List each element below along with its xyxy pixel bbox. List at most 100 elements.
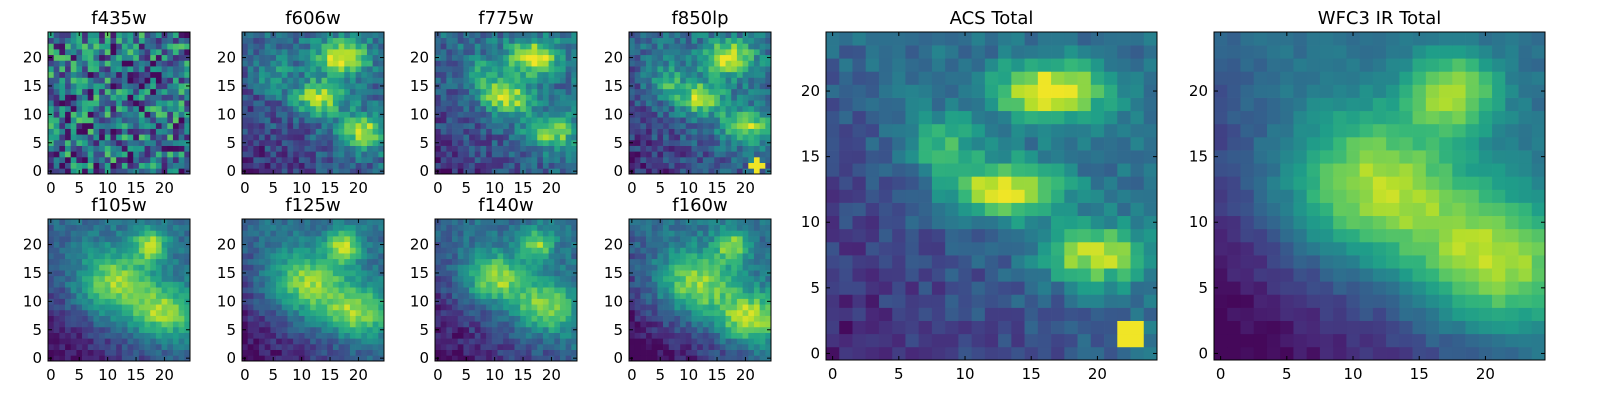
heatmap-cell — [458, 106, 464, 112]
heatmap-cell — [327, 146, 333, 152]
heatmap-cell — [674, 38, 680, 44]
heatmap-cell — [435, 293, 441, 299]
heatmap-cell — [54, 236, 60, 242]
heatmap-cell — [515, 168, 521, 174]
heatmap-cell — [248, 338, 254, 344]
heatmap-cell — [657, 43, 663, 49]
heatmap-cell — [93, 43, 99, 49]
heatmap-cell — [333, 129, 339, 135]
heatmap-cell — [852, 163, 866, 176]
heatmap-cell — [162, 338, 168, 344]
heatmap-cell — [640, 146, 646, 152]
heatmap-cell — [116, 94, 122, 100]
heatmap-cell — [998, 84, 1012, 97]
heatmap-cell — [892, 203, 906, 216]
heatmap-cell — [88, 299, 94, 305]
heatmap-cell — [497, 38, 503, 44]
heatmap-cell — [985, 255, 999, 268]
heatmap-cell — [680, 146, 686, 152]
heatmap-cell — [173, 157, 179, 163]
heatmap-cell — [441, 293, 447, 299]
heatmap-cell — [173, 304, 179, 310]
heatmap-cell — [709, 134, 715, 140]
heatmap-cell — [629, 77, 635, 83]
heatmap-cell — [93, 117, 99, 123]
heatmap-cell — [299, 146, 305, 152]
heatmap-cell — [554, 168, 560, 174]
heatmap-cell — [265, 32, 271, 38]
heatmap-cell — [299, 350, 305, 356]
heatmap-cell — [709, 157, 715, 163]
heatmap-cell — [509, 310, 515, 316]
heatmap-cell — [265, 304, 271, 310]
heatmap-cell — [520, 151, 526, 157]
heatmap-cell — [184, 77, 190, 83]
heatmap-cell — [737, 123, 743, 129]
heatmap-cell — [640, 77, 646, 83]
heatmap-cell — [173, 259, 179, 265]
heatmap-cell — [549, 151, 555, 157]
heatmap-cell — [726, 55, 732, 61]
heatmap-cell — [361, 134, 367, 140]
heatmap-cell — [350, 43, 356, 49]
heatmap-cell — [71, 321, 77, 327]
heatmap-cell — [458, 89, 464, 95]
heatmap-cell — [133, 316, 139, 322]
heatmap-cell — [339, 230, 345, 236]
heatmap-cell — [919, 321, 933, 334]
heatmap-cell — [133, 327, 139, 333]
heatmap-cell — [652, 134, 658, 140]
heatmap-cell — [356, 112, 362, 118]
heatmap-cell — [76, 134, 82, 140]
heatmap-cell — [122, 299, 128, 305]
heatmap-cell — [826, 137, 840, 150]
heatmap-cell — [1091, 150, 1105, 163]
heatmap-cell — [276, 66, 282, 72]
heatmap-cell — [554, 117, 560, 123]
heatmap-cell — [945, 111, 959, 124]
heatmap-cell — [972, 242, 986, 255]
heatmap-cell — [892, 308, 906, 321]
heatmap-cell — [1117, 45, 1131, 58]
heatmap-cell — [167, 225, 173, 231]
heatmap-cell — [356, 236, 362, 242]
heatmap-cell — [748, 117, 754, 123]
heatmap-cell — [378, 123, 384, 129]
heatmap-cell — [1144, 229, 1158, 242]
heatmap-cell — [435, 316, 441, 322]
heatmap-cell — [945, 308, 959, 321]
heatmap-cell — [333, 281, 339, 287]
heatmap-cell — [515, 72, 521, 78]
heatmap-cell — [82, 32, 88, 38]
heatmap-cell — [162, 38, 168, 44]
heatmap-cell — [156, 236, 162, 242]
heatmap-cell — [327, 140, 333, 146]
heatmap-cell — [270, 134, 276, 140]
heatmap-cell — [122, 225, 128, 231]
heatmap-cell — [82, 310, 88, 316]
heatmap-cell — [731, 134, 737, 140]
heatmap-cell — [458, 350, 464, 356]
heatmap-cell — [253, 32, 259, 38]
heatmap-cell — [373, 94, 379, 100]
heatmap-cell — [1117, 58, 1131, 71]
heatmap-cell — [350, 230, 356, 236]
heatmap-cell — [327, 247, 333, 253]
heatmap-cell — [304, 60, 310, 66]
heatmap-cell — [259, 32, 265, 38]
heatmap-cell — [361, 327, 367, 333]
heatmap-cell — [1144, 32, 1158, 45]
heatmap-cell — [93, 327, 99, 333]
heatmap-cell — [765, 146, 771, 152]
heatmap-cell — [945, 321, 959, 334]
heatmap-cell — [635, 55, 641, 61]
heatmap-cell — [1117, 163, 1131, 176]
heatmap-cell — [48, 310, 54, 316]
heatmap-cell — [720, 55, 726, 61]
heatmap-cell — [184, 225, 190, 231]
heatmap-cell — [378, 338, 384, 344]
heatmap-cell — [179, 43, 185, 49]
heatmap-cell — [122, 259, 128, 265]
heatmap-cell — [520, 72, 526, 78]
heatmap-cell — [316, 350, 322, 356]
